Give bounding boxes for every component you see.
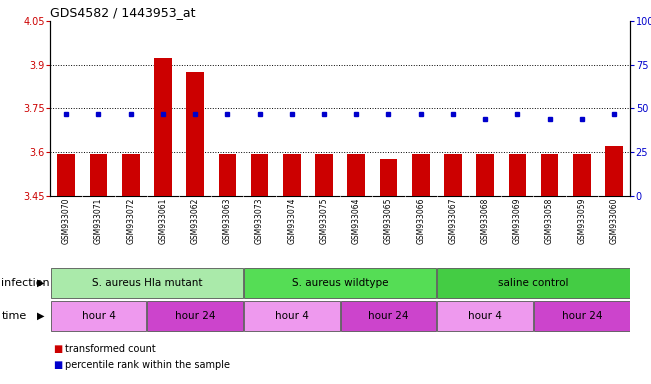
Text: GSM933075: GSM933075 — [320, 198, 329, 245]
Bar — [444, 154, 462, 196]
Bar — [90, 154, 107, 196]
Text: S. aureus Hla mutant: S. aureus Hla mutant — [92, 278, 202, 288]
Text: GSM933061: GSM933061 — [158, 198, 167, 244]
Bar — [219, 154, 236, 196]
Bar — [122, 154, 139, 196]
Text: hour 24: hour 24 — [175, 311, 215, 321]
Text: hour 4: hour 4 — [81, 311, 115, 321]
Bar — [437, 268, 630, 298]
Bar — [348, 154, 365, 196]
Bar — [51, 268, 243, 298]
Text: GSM933069: GSM933069 — [513, 198, 522, 245]
Text: S. aureus wildtype: S. aureus wildtype — [292, 278, 389, 288]
Text: ▶: ▶ — [37, 311, 45, 321]
Bar — [244, 301, 340, 331]
Text: hour 24: hour 24 — [562, 311, 602, 321]
Text: ■: ■ — [53, 344, 62, 354]
Text: saline control: saline control — [498, 278, 569, 288]
Text: GSM933062: GSM933062 — [191, 198, 200, 244]
Text: GSM933060: GSM933060 — [609, 198, 618, 245]
Text: GSM933072: GSM933072 — [126, 198, 135, 244]
Bar — [541, 154, 559, 196]
Bar — [412, 154, 430, 196]
Text: infection: infection — [1, 278, 50, 288]
Bar — [534, 301, 630, 331]
Text: GSM933070: GSM933070 — [62, 198, 71, 245]
Text: GSM933059: GSM933059 — [577, 198, 587, 245]
Text: GSM933066: GSM933066 — [416, 198, 425, 245]
Bar — [573, 154, 590, 196]
Bar — [437, 301, 533, 331]
Bar — [315, 154, 333, 196]
Bar — [147, 301, 243, 331]
Text: GSM933064: GSM933064 — [352, 198, 361, 245]
Bar — [605, 146, 623, 196]
Bar — [154, 58, 172, 196]
Bar — [283, 154, 301, 196]
Bar — [477, 154, 494, 196]
Text: hour 24: hour 24 — [368, 311, 409, 321]
Bar — [244, 268, 436, 298]
Bar — [51, 301, 146, 331]
Bar — [380, 159, 397, 196]
Text: GDS4582 / 1443953_at: GDS4582 / 1443953_at — [50, 6, 196, 19]
Text: GSM933073: GSM933073 — [255, 198, 264, 245]
Bar — [186, 72, 204, 196]
Text: GSM933067: GSM933067 — [449, 198, 458, 245]
Text: GSM933071: GSM933071 — [94, 198, 103, 244]
Text: GSM933058: GSM933058 — [545, 198, 554, 244]
Text: GSM933063: GSM933063 — [223, 198, 232, 245]
Text: GSM933074: GSM933074 — [287, 198, 296, 245]
Bar — [251, 154, 268, 196]
Bar — [508, 154, 526, 196]
Text: hour 4: hour 4 — [468, 311, 502, 321]
Text: ■: ■ — [53, 360, 62, 370]
Text: percentile rank within the sample: percentile rank within the sample — [65, 360, 230, 370]
Bar — [340, 301, 436, 331]
Text: GSM933065: GSM933065 — [384, 198, 393, 245]
Text: hour 4: hour 4 — [275, 311, 309, 321]
Text: ▶: ▶ — [37, 278, 45, 288]
Text: GSM933068: GSM933068 — [480, 198, 490, 244]
Text: transformed count: transformed count — [65, 344, 156, 354]
Bar — [57, 154, 75, 196]
Text: time: time — [1, 311, 27, 321]
